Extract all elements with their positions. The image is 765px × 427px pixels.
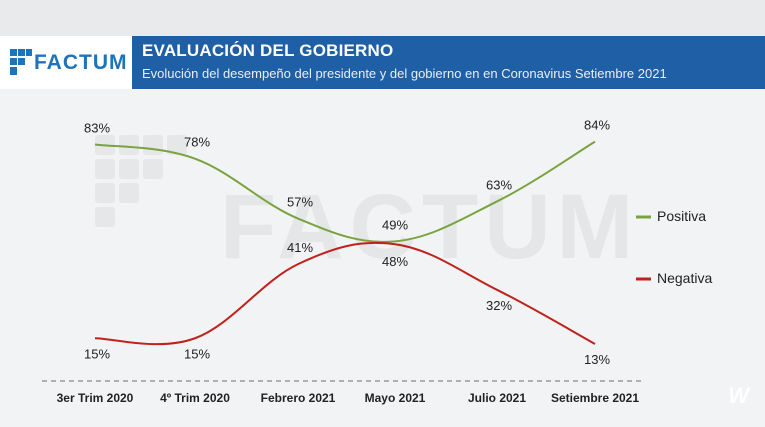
data-label-positiva-5: 84% <box>584 118 610 133</box>
header-banner: EVALUACIÓN DEL GOBIERNO Evolución del de… <box>132 36 765 89</box>
data-label-negativa-5: 13% <box>584 352 610 367</box>
corner-logo: W <box>728 383 749 408</box>
data-label-positiva-4: 63% <box>486 177 512 192</box>
data-label-negativa-0: 15% <box>84 346 110 361</box>
top-background <box>0 0 765 36</box>
series-line-negativa <box>94 241 596 346</box>
x-tick-label-0: 3er Trim 2020 <box>57 391 134 405</box>
watermark-text: FACTUM <box>220 176 640 278</box>
series-line-positiva <box>94 140 596 243</box>
data-label-negativa-2: 41% <box>287 240 313 255</box>
data-label-negativa-4: 32% <box>486 298 512 313</box>
data-label-negativa-3: 48% <box>382 254 408 269</box>
data-label-positiva-0: 83% <box>84 120 110 135</box>
x-tick-label-2: Febrero 2021 <box>261 391 336 405</box>
x-tick-label-1: 4º Trim 2020 <box>160 391 230 405</box>
factum-logo: FACTUM <box>0 36 132 89</box>
brand-name: FACTUM <box>34 51 128 74</box>
factum-logo-icon <box>10 49 32 75</box>
data-label-positiva-1: 78% <box>184 135 210 150</box>
x-tick-label-4: Julio 2021 <box>468 391 526 405</box>
legend-label-positiva: Positiva <box>657 208 706 224</box>
data-label-positiva-2: 57% <box>287 195 313 210</box>
data-label-negativa-1: 15% <box>184 346 210 361</box>
data-label-positiva-3: 49% <box>382 217 408 232</box>
legend-label-negativa: Negativa <box>657 270 712 286</box>
page-title: EVALUACIÓN DEL GOBIERNO <box>142 41 394 60</box>
x-tick-label-5: Setiembre 2021 <box>551 391 639 405</box>
page-subtitle: Evolución del desempeño del presidente y… <box>142 66 667 81</box>
x-tick-label-3: Mayo 2021 <box>365 391 426 405</box>
